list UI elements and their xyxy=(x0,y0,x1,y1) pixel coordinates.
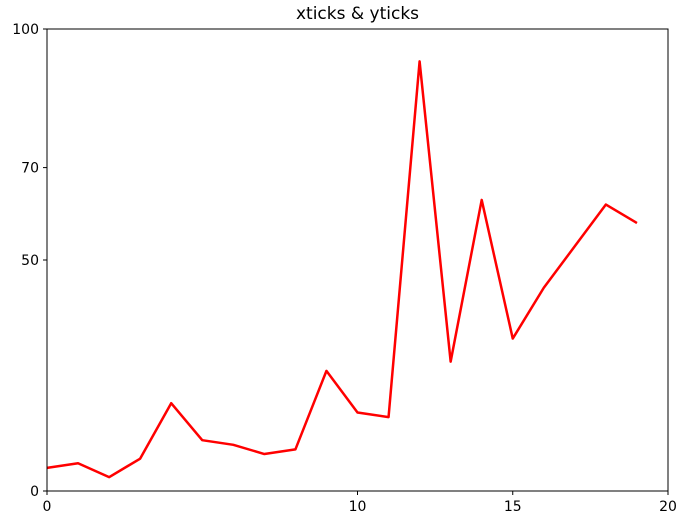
y-tick-label: 70 xyxy=(21,161,39,177)
y-tick-label: 0 xyxy=(30,484,39,500)
x-tick-label: 20 xyxy=(659,499,677,515)
y-axis: 0 50 70 100 xyxy=(12,22,47,500)
x-tick-label: 10 xyxy=(349,499,367,515)
series-layer xyxy=(46,60,638,479)
x-tick-label: 0 xyxy=(43,499,52,515)
y-tick-label: 50 xyxy=(21,253,39,269)
plot-frame xyxy=(46,28,669,492)
y-tick-label: 100 xyxy=(12,22,39,38)
x-tick-label: 15 xyxy=(504,499,522,515)
plot-area xyxy=(47,29,668,491)
chart-title: xticks & yticks xyxy=(296,4,419,24)
series-line xyxy=(46,60,638,479)
x-axis: 0 10 15 20 xyxy=(43,491,677,515)
